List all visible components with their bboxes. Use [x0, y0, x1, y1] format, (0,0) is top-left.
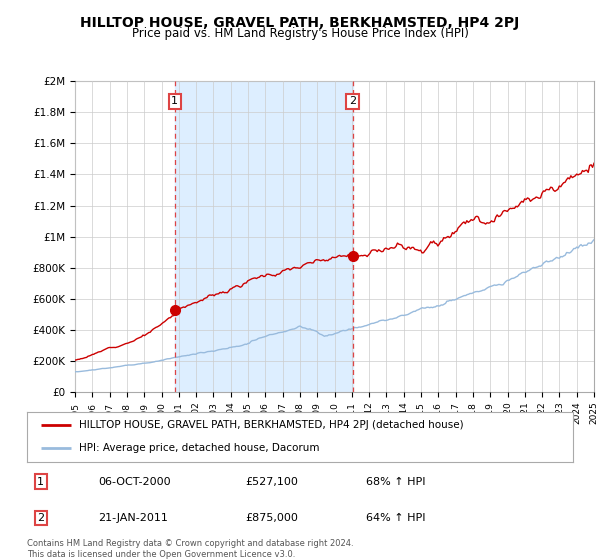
Text: 1: 1	[172, 96, 178, 106]
Text: 68% ↑ HPI: 68% ↑ HPI	[365, 477, 425, 487]
Bar	[175, 81, 353, 392]
Text: 64% ↑ HPI: 64% ↑ HPI	[365, 513, 425, 523]
Text: £875,000: £875,000	[245, 513, 298, 523]
Text: Price paid vs. HM Land Registry's House Price Index (HPI): Price paid vs. HM Land Registry's House …	[131, 27, 469, 40]
Text: 2: 2	[37, 513, 44, 523]
Text: 21-JAN-2011: 21-JAN-2011	[98, 513, 168, 523]
Text: Contains HM Land Registry data © Crown copyright and database right 2024.
This d: Contains HM Land Registry data © Crown c…	[27, 539, 353, 559]
Text: HILLTOP HOUSE, GRAVEL PATH, BERKHAMSTED, HP4 2PJ (detached house): HILLTOP HOUSE, GRAVEL PATH, BERKHAMSTED,…	[79, 420, 463, 430]
Text: HPI: Average price, detached house, Dacorum: HPI: Average price, detached house, Daco…	[79, 444, 319, 454]
Text: HILLTOP HOUSE, GRAVEL PATH, BERKHAMSTED, HP4 2PJ: HILLTOP HOUSE, GRAVEL PATH, BERKHAMSTED,…	[80, 16, 520, 30]
Text: 1: 1	[37, 477, 44, 487]
Text: £527,100: £527,100	[245, 477, 298, 487]
Text: 2: 2	[349, 96, 356, 106]
Text: 06-OCT-2000: 06-OCT-2000	[98, 477, 170, 487]
